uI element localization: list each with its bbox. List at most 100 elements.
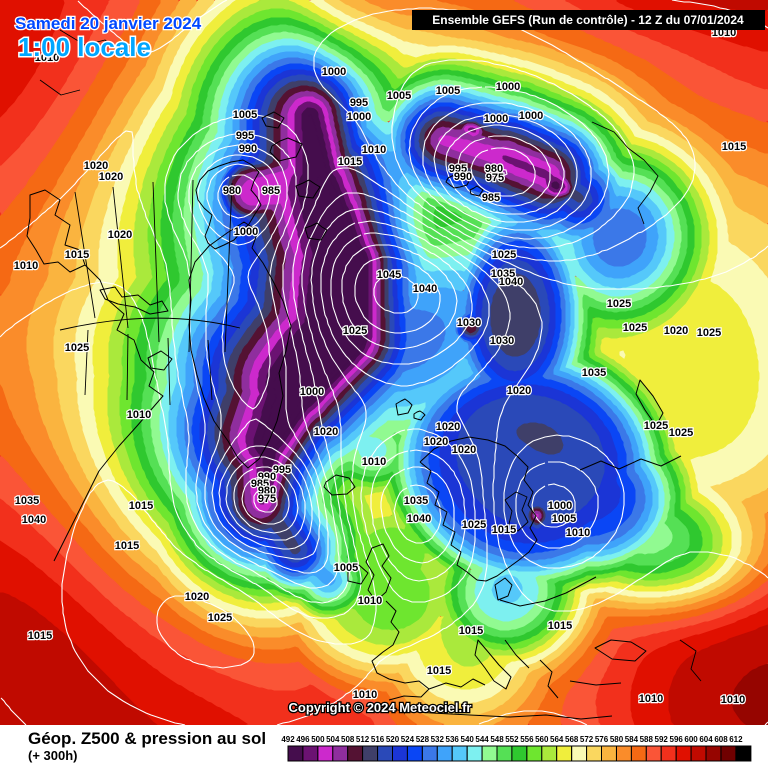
svg-text:1035: 1035 xyxy=(404,495,428,507)
svg-text:1005: 1005 xyxy=(334,562,358,574)
svg-text:1020: 1020 xyxy=(99,171,123,183)
svg-text:1010: 1010 xyxy=(127,409,151,421)
svg-text:1040: 1040 xyxy=(499,276,523,288)
svg-text:1020: 1020 xyxy=(84,160,108,172)
svg-text:1040: 1040 xyxy=(22,514,46,526)
svg-text:1010: 1010 xyxy=(639,693,663,705)
svg-text:572: 572 xyxy=(580,735,594,744)
svg-text:Copyright © 2024 Meteociel.fr: Copyright © 2024 Meteociel.fr xyxy=(289,700,472,715)
svg-text:Géop. Z500 & pression au sol: Géop. Z500 & pression au sol xyxy=(28,729,266,748)
svg-text:556: 556 xyxy=(520,735,534,744)
svg-text:1025: 1025 xyxy=(607,298,631,310)
svg-text:1015: 1015 xyxy=(115,540,139,552)
svg-text:1015: 1015 xyxy=(459,625,483,637)
svg-text:1015: 1015 xyxy=(492,524,516,536)
svg-text:496: 496 xyxy=(296,735,310,744)
svg-text:1010: 1010 xyxy=(721,694,745,706)
svg-text:1030: 1030 xyxy=(490,335,514,347)
svg-text:524: 524 xyxy=(401,735,415,744)
svg-text:1025: 1025 xyxy=(644,420,668,432)
svg-text:1000: 1000 xyxy=(234,226,258,238)
svg-text:552: 552 xyxy=(505,735,519,744)
svg-text:604: 604 xyxy=(699,735,713,744)
svg-text:1020: 1020 xyxy=(424,436,448,448)
svg-text:1025: 1025 xyxy=(343,325,367,337)
svg-text:1005: 1005 xyxy=(387,90,411,102)
svg-text:1015: 1015 xyxy=(28,630,52,642)
svg-text:520: 520 xyxy=(386,735,400,744)
svg-text:(+ 300h): (+ 300h) xyxy=(28,748,78,763)
svg-text:508: 508 xyxy=(341,735,355,744)
svg-text:1040: 1040 xyxy=(413,283,437,295)
svg-text:995: 995 xyxy=(449,163,467,175)
svg-text:532: 532 xyxy=(431,735,445,744)
svg-text:1005: 1005 xyxy=(552,513,576,525)
svg-text:500: 500 xyxy=(311,735,325,744)
svg-text:1015: 1015 xyxy=(548,620,572,632)
svg-text:1:00 locale: 1:00 locale xyxy=(18,32,151,62)
svg-text:1035: 1035 xyxy=(15,495,39,507)
svg-text:596: 596 xyxy=(670,735,684,744)
svg-text:980: 980 xyxy=(223,185,241,197)
svg-text:548: 548 xyxy=(490,735,504,744)
svg-text:584: 584 xyxy=(625,735,639,744)
svg-text:1025: 1025 xyxy=(462,519,486,531)
svg-text:990: 990 xyxy=(258,471,276,483)
svg-text:985: 985 xyxy=(262,185,280,197)
svg-text:990: 990 xyxy=(239,143,257,155)
svg-text:995: 995 xyxy=(350,97,368,109)
svg-text:Ensemble GEFS (Run de contrôl: Ensemble GEFS (Run de contrôle) - 12 Z d… xyxy=(432,13,744,27)
svg-text:512: 512 xyxy=(356,735,370,744)
svg-text:1030: 1030 xyxy=(457,317,481,329)
svg-text:1045: 1045 xyxy=(377,269,401,281)
svg-text:1035: 1035 xyxy=(582,367,606,379)
svg-text:540: 540 xyxy=(461,735,475,744)
svg-text:1025: 1025 xyxy=(669,427,693,439)
svg-text:1025: 1025 xyxy=(697,327,721,339)
svg-text:1000: 1000 xyxy=(484,113,508,125)
svg-text:1015: 1015 xyxy=(65,249,89,261)
svg-text:1010: 1010 xyxy=(362,456,386,468)
svg-text:Samedi 20 janvier 2024: Samedi 20 janvier 2024 xyxy=(15,14,202,33)
svg-text:1005: 1005 xyxy=(436,85,460,97)
svg-text:564: 564 xyxy=(550,735,564,744)
svg-text:1025: 1025 xyxy=(208,612,232,624)
svg-text:580: 580 xyxy=(610,735,624,744)
svg-text:1010: 1010 xyxy=(353,689,377,701)
svg-text:568: 568 xyxy=(565,735,579,744)
svg-text:1005: 1005 xyxy=(233,109,257,121)
svg-text:576: 576 xyxy=(595,735,609,744)
svg-text:536: 536 xyxy=(446,735,460,744)
svg-text:1010: 1010 xyxy=(362,144,386,156)
svg-text:1000: 1000 xyxy=(300,386,324,398)
svg-text:544: 544 xyxy=(475,735,489,744)
svg-text:1025: 1025 xyxy=(492,249,516,261)
svg-text:1015: 1015 xyxy=(427,665,451,677)
svg-text:1000: 1000 xyxy=(519,110,543,122)
svg-text:1000: 1000 xyxy=(322,66,346,78)
svg-text:1020: 1020 xyxy=(436,421,460,433)
svg-text:1000: 1000 xyxy=(548,500,572,512)
svg-text:1025: 1025 xyxy=(623,322,647,334)
svg-text:1015: 1015 xyxy=(338,156,362,168)
svg-text:1020: 1020 xyxy=(664,325,688,337)
svg-text:492: 492 xyxy=(281,735,295,744)
svg-text:1010: 1010 xyxy=(14,260,38,272)
svg-text:980: 980 xyxy=(258,485,276,497)
svg-text:1035: 1035 xyxy=(491,268,515,280)
svg-text:975: 975 xyxy=(258,493,276,505)
svg-text:985: 985 xyxy=(482,192,500,204)
svg-text:504: 504 xyxy=(326,735,340,744)
svg-text:1020: 1020 xyxy=(314,426,338,438)
svg-text:560: 560 xyxy=(535,735,549,744)
svg-text:1015: 1015 xyxy=(722,141,746,153)
svg-text:990: 990 xyxy=(454,171,472,183)
svg-text:1010: 1010 xyxy=(566,527,590,539)
svg-text:1020: 1020 xyxy=(108,229,132,241)
svg-text:1020: 1020 xyxy=(452,444,476,456)
svg-text:528: 528 xyxy=(416,735,430,744)
svg-text:588: 588 xyxy=(640,735,654,744)
svg-text:975: 975 xyxy=(486,172,504,184)
svg-text:612: 612 xyxy=(729,735,743,744)
svg-text:592: 592 xyxy=(655,735,669,744)
